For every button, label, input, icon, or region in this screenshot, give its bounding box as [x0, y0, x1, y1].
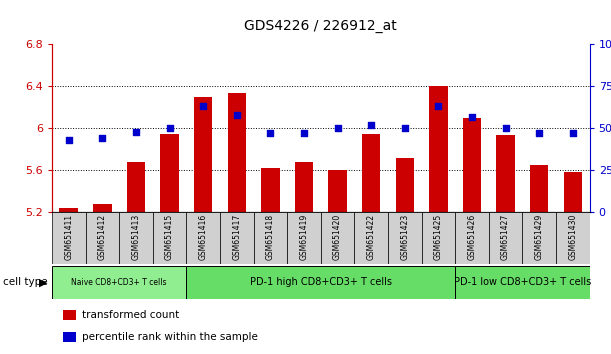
Text: GSM651430: GSM651430 — [568, 214, 577, 260]
Bar — [86, 212, 119, 264]
Bar — [63, 310, 76, 320]
Bar — [463, 118, 481, 212]
Bar — [328, 170, 347, 212]
Bar — [455, 212, 489, 264]
Point — [232, 112, 242, 118]
Bar — [93, 204, 112, 212]
Point — [333, 125, 343, 131]
Point — [434, 104, 444, 109]
Point — [165, 125, 175, 131]
Text: GSM651413: GSM651413 — [131, 214, 141, 260]
Bar — [59, 208, 78, 212]
Bar — [295, 162, 313, 212]
Bar — [186, 266, 455, 299]
Point — [400, 125, 410, 131]
Text: PD-1 low CD8+CD3+ T cells: PD-1 low CD8+CD3+ T cells — [454, 277, 591, 287]
Text: percentile rank within the sample: percentile rank within the sample — [81, 332, 257, 342]
Bar — [422, 212, 455, 264]
Text: GSM651425: GSM651425 — [434, 214, 443, 260]
Bar — [362, 133, 381, 212]
Bar — [563, 172, 582, 212]
Bar — [52, 212, 86, 264]
Text: transformed count: transformed count — [81, 310, 179, 320]
Bar — [489, 212, 522, 264]
Point — [131, 129, 141, 135]
Bar — [321, 212, 354, 264]
Point — [266, 131, 276, 136]
Bar — [395, 158, 414, 212]
Text: GSM651426: GSM651426 — [467, 214, 477, 260]
Bar — [254, 212, 287, 264]
Bar — [455, 266, 590, 299]
Bar — [119, 212, 153, 264]
Point — [467, 114, 477, 119]
Point — [299, 131, 309, 136]
Text: GSM651417: GSM651417 — [232, 214, 241, 260]
Point — [199, 104, 208, 109]
Text: ▶: ▶ — [38, 277, 47, 287]
Bar — [160, 133, 179, 212]
Text: GSM651415: GSM651415 — [165, 214, 174, 260]
Text: GDS4226 / 226912_at: GDS4226 / 226912_at — [244, 19, 397, 34]
Point — [98, 136, 108, 141]
Point — [501, 125, 511, 131]
Text: GSM651411: GSM651411 — [64, 214, 73, 260]
Text: GSM651420: GSM651420 — [333, 214, 342, 260]
Point — [64, 137, 74, 143]
Text: GSM651422: GSM651422 — [367, 214, 376, 260]
Text: GSM651419: GSM651419 — [299, 214, 309, 260]
Text: cell type: cell type — [3, 277, 48, 287]
Bar — [429, 86, 448, 212]
Bar — [530, 165, 549, 212]
Bar — [220, 212, 254, 264]
Bar — [522, 212, 556, 264]
Bar — [126, 162, 145, 212]
Bar — [52, 266, 186, 299]
Bar — [388, 212, 422, 264]
Text: Naive CD8+CD3+ T cells: Naive CD8+CD3+ T cells — [71, 278, 167, 287]
Text: GSM651416: GSM651416 — [199, 214, 208, 260]
Bar — [194, 97, 213, 212]
Point — [568, 131, 578, 136]
Bar — [287, 212, 321, 264]
Point — [367, 122, 376, 128]
Bar — [153, 212, 186, 264]
Text: GSM651412: GSM651412 — [98, 214, 107, 260]
Text: GSM651418: GSM651418 — [266, 214, 275, 260]
Bar — [496, 135, 515, 212]
Bar — [63, 332, 76, 342]
Text: GSM651427: GSM651427 — [501, 214, 510, 260]
Text: GSM651423: GSM651423 — [400, 214, 409, 260]
Bar — [227, 93, 246, 212]
Bar — [556, 212, 590, 264]
Text: GSM651429: GSM651429 — [535, 214, 544, 260]
Point — [534, 131, 544, 136]
Bar — [261, 168, 280, 212]
Bar — [354, 212, 388, 264]
Bar — [186, 212, 220, 264]
Text: PD-1 high CD8+CD3+ T cells: PD-1 high CD8+CD3+ T cells — [250, 277, 392, 287]
